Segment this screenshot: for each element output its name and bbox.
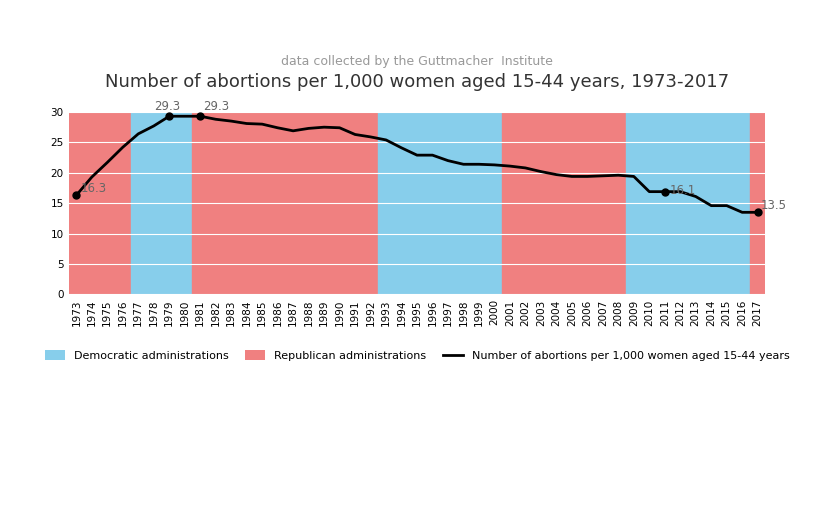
- Bar: [502, 112, 626, 295]
- Point: [193, 112, 207, 121]
- Text: 13.5: 13.5: [761, 199, 786, 212]
- Bar: [131, 112, 193, 295]
- Bar: [750, 112, 766, 295]
- Bar: [68, 112, 131, 295]
- Bar: [626, 112, 750, 295]
- Text: 29.3: 29.3: [153, 100, 180, 113]
- Bar: [379, 112, 502, 295]
- Point: [751, 208, 764, 217]
- Bar: [193, 112, 379, 295]
- Point: [163, 112, 176, 121]
- Title: Number of abortions per 1,000 women aged 15-44 years, 1973-2017: Number of abortions per 1,000 women aged…: [105, 73, 729, 91]
- Point: [70, 191, 83, 200]
- Text: 16.3: 16.3: [81, 182, 107, 196]
- Text: 29.3: 29.3: [203, 100, 229, 113]
- Text: data collected by the Guttmacher  Institute: data collected by the Guttmacher Institu…: [281, 55, 553, 69]
- Legend: Democratic administrations, Republican administrations, Number of abortions per : Democratic administrations, Republican a…: [40, 346, 794, 366]
- Point: [658, 188, 671, 196]
- Text: 16.1: 16.1: [670, 183, 696, 197]
